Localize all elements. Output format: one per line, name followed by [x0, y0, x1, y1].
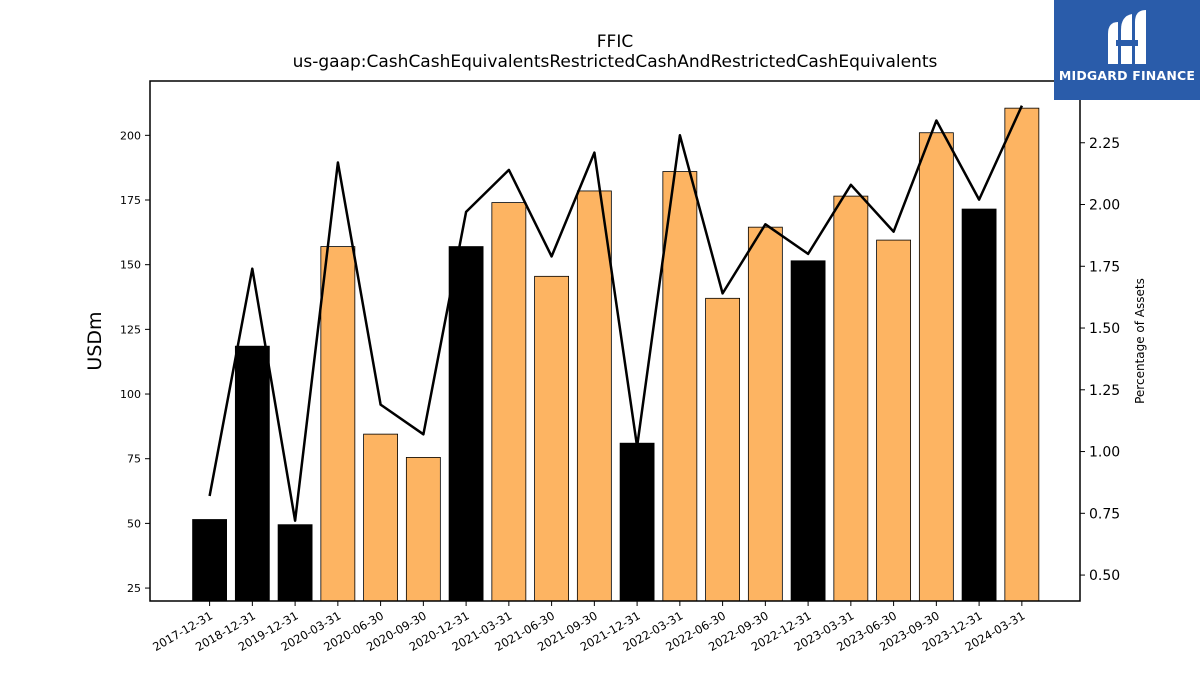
- y2-tick-label: 1.50: [1089, 321, 1120, 337]
- y2-tick-label: 1.75: [1089, 259, 1120, 275]
- bar: [705, 297, 740, 602]
- y2-axis-label: Percentage of Assets: [1133, 278, 1147, 404]
- y-tick-label: 100: [120, 388, 141, 401]
- brand-logo: MIDGARD FINANCE: [1054, 0, 1200, 100]
- percentage-line: [208, 105, 1024, 522]
- bar: [747, 226, 783, 602]
- logo-mark-icon: [1108, 10, 1146, 64]
- plot-frame: [149, 80, 1081, 602]
- bar: [277, 524, 313, 602]
- y2-tick-label: 1.25: [1089, 383, 1120, 399]
- bar: [662, 171, 698, 602]
- y-tick-label: 75: [127, 453, 141, 466]
- bar: [619, 442, 655, 602]
- y2-tick-label: 2.25: [1089, 136, 1120, 152]
- bar: [1004, 107, 1040, 602]
- bar: [534, 275, 569, 602]
- bar: [790, 260, 826, 602]
- y2-tick-label: 2.00: [1089, 198, 1120, 214]
- bar: [234, 345, 270, 602]
- bar: [405, 457, 441, 602]
- y-tick-label: 125: [120, 323, 141, 336]
- bar: [876, 239, 911, 602]
- y2-tick-label: 1.00: [1089, 445, 1120, 461]
- y-tick-label: 200: [120, 129, 141, 142]
- chart-subtitle: us-gaap:CashCashEquivalentsRestrictedCas…: [292, 52, 938, 72]
- y-tick-label: 175: [120, 194, 141, 207]
- y-tick-label: 50: [127, 517, 141, 530]
- bar: [833, 195, 869, 602]
- bar: [320, 246, 356, 602]
- bar: [918, 132, 954, 602]
- y2-tick-label: 0.75: [1089, 506, 1120, 522]
- bar: [363, 433, 399, 602]
- y-axis-label: USDm: [84, 311, 106, 370]
- y-tick-label: 150: [120, 259, 141, 272]
- logo-text: MIDGARD FINANCE: [1058, 68, 1196, 83]
- bar: [491, 202, 527, 602]
- chart-title: FFIC: [596, 32, 634, 52]
- bar: [961, 208, 997, 602]
- y2-tick-label: 0.50: [1089, 568, 1120, 584]
- bar: [576, 190, 612, 602]
- y-tick-label: 25: [127, 582, 141, 595]
- bar: [448, 246, 484, 602]
- bar: [192, 519, 228, 602]
